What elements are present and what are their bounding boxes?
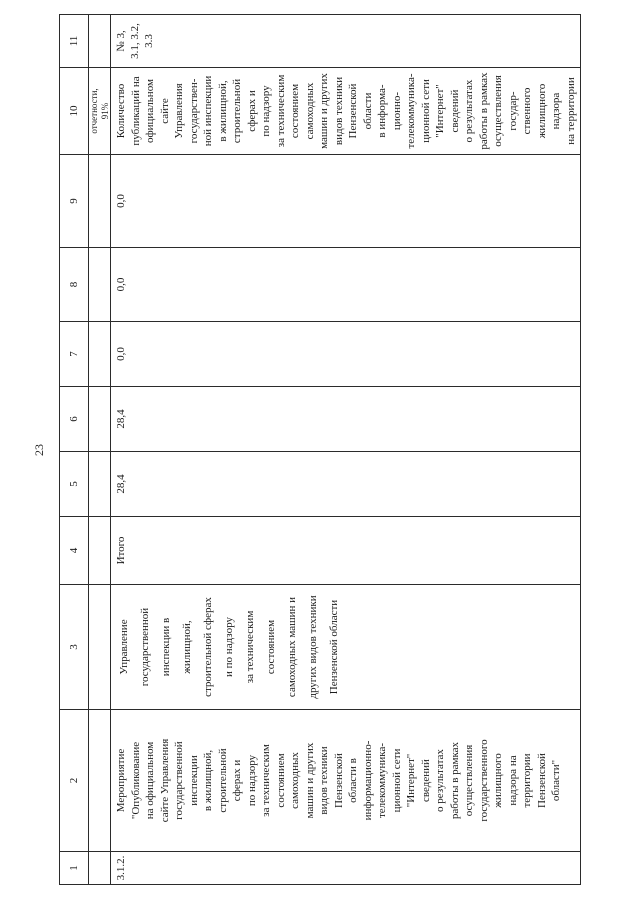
measure-row-3-1-2: 3.1.2. Мероприятие "Опубликование на офи… xyxy=(110,14,581,885)
carryover-cell-11 xyxy=(88,14,111,68)
funding-source-cell: Итого xyxy=(110,516,581,585)
column-number-4: 4 xyxy=(59,516,89,585)
column-number-8: 8 xyxy=(59,247,89,322)
column-number-1: 1 xyxy=(59,851,89,885)
indicator-reference-cell: № 3, 3.1, 3.2, 3.3 xyxy=(110,14,581,68)
carryover-cell-7 xyxy=(88,321,111,387)
funding-year-2-cell: 0,0 xyxy=(110,321,581,387)
carryover-cell-6 xyxy=(88,386,111,452)
carryover-cell-2 xyxy=(88,709,111,852)
column-number-10: 10 xyxy=(59,67,89,155)
carryover-cell-9 xyxy=(88,154,111,248)
page-number: 23 xyxy=(32,444,46,456)
column-number-7: 7 xyxy=(59,321,89,387)
funding-year-1-cell: 28,4 xyxy=(110,386,581,452)
column-number-6: 6 xyxy=(59,386,89,452)
measure-name-cell: Мероприятие "Опубликование на официально… xyxy=(110,709,581,852)
rotated-table-layer: 23 1 2 3 4 5 6 7 8 9 10 11 xyxy=(32,14,581,885)
program-measures-table: 1 2 3 4 5 6 7 8 9 10 11 xyxy=(59,14,581,885)
carryover-cell-1 xyxy=(88,851,111,885)
carryover-row: отчетности, 91% xyxy=(88,14,111,885)
funding-year-3-cell: 0,0 xyxy=(110,247,581,322)
carryover-cell-8 xyxy=(88,247,111,322)
funding-total-cell: 28,4 xyxy=(110,451,581,517)
column-number-9: 9 xyxy=(59,154,89,248)
column-number-2: 2 xyxy=(59,709,89,852)
carryover-cell-3 xyxy=(88,584,111,710)
column-number-11: 11 xyxy=(59,14,89,68)
executor-cell: Управление государственной инспекции в ж… xyxy=(110,584,581,710)
column-number-5: 5 xyxy=(59,451,89,517)
column-number-3: 3 xyxy=(59,584,89,710)
carryover-cell-5 xyxy=(88,451,111,517)
column-number-row: 1 2 3 4 5 6 7 8 9 10 11 xyxy=(59,14,89,885)
carryover-cell-10: отчетности, 91% xyxy=(88,67,111,155)
funding-year-4-cell: 0,0 xyxy=(110,154,581,248)
measure-index-cell: 3.1.2. xyxy=(110,851,581,885)
expected-result-cell: Количество публикаций на официальном сай… xyxy=(110,67,581,155)
carryover-cell-4 xyxy=(88,516,111,585)
